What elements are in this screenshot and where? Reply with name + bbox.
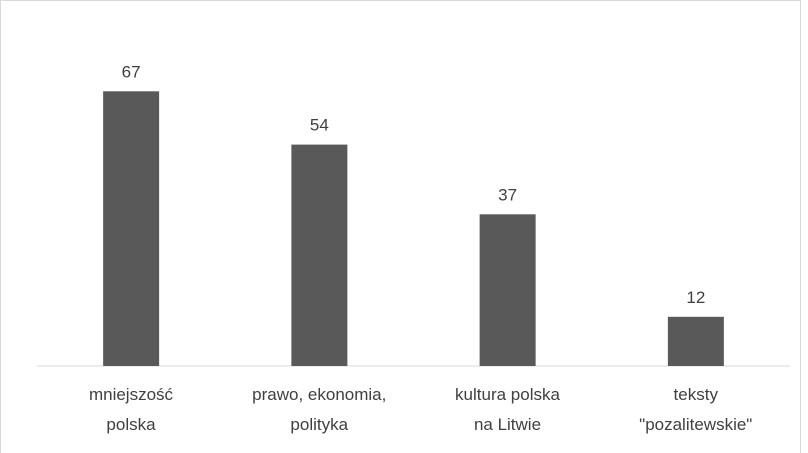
bar bbox=[103, 91, 160, 367]
data-label: 12 bbox=[686, 288, 705, 307]
x-tick-label: kultura polska na Litwie bbox=[455, 385, 560, 434]
bar bbox=[291, 144, 348, 366]
x-tick-label: mniejszość polska bbox=[88, 385, 174, 434]
data-label: 37 bbox=[498, 185, 517, 204]
x-tick-label: teksty "pozalitewskie" bbox=[639, 385, 753, 434]
data-label: 54 bbox=[310, 116, 329, 135]
bar bbox=[667, 316, 724, 366]
data-label: 67 bbox=[122, 62, 141, 81]
bar bbox=[479, 214, 536, 366]
x-tick-label: prawo, ekonomia, polityka bbox=[252, 385, 387, 434]
